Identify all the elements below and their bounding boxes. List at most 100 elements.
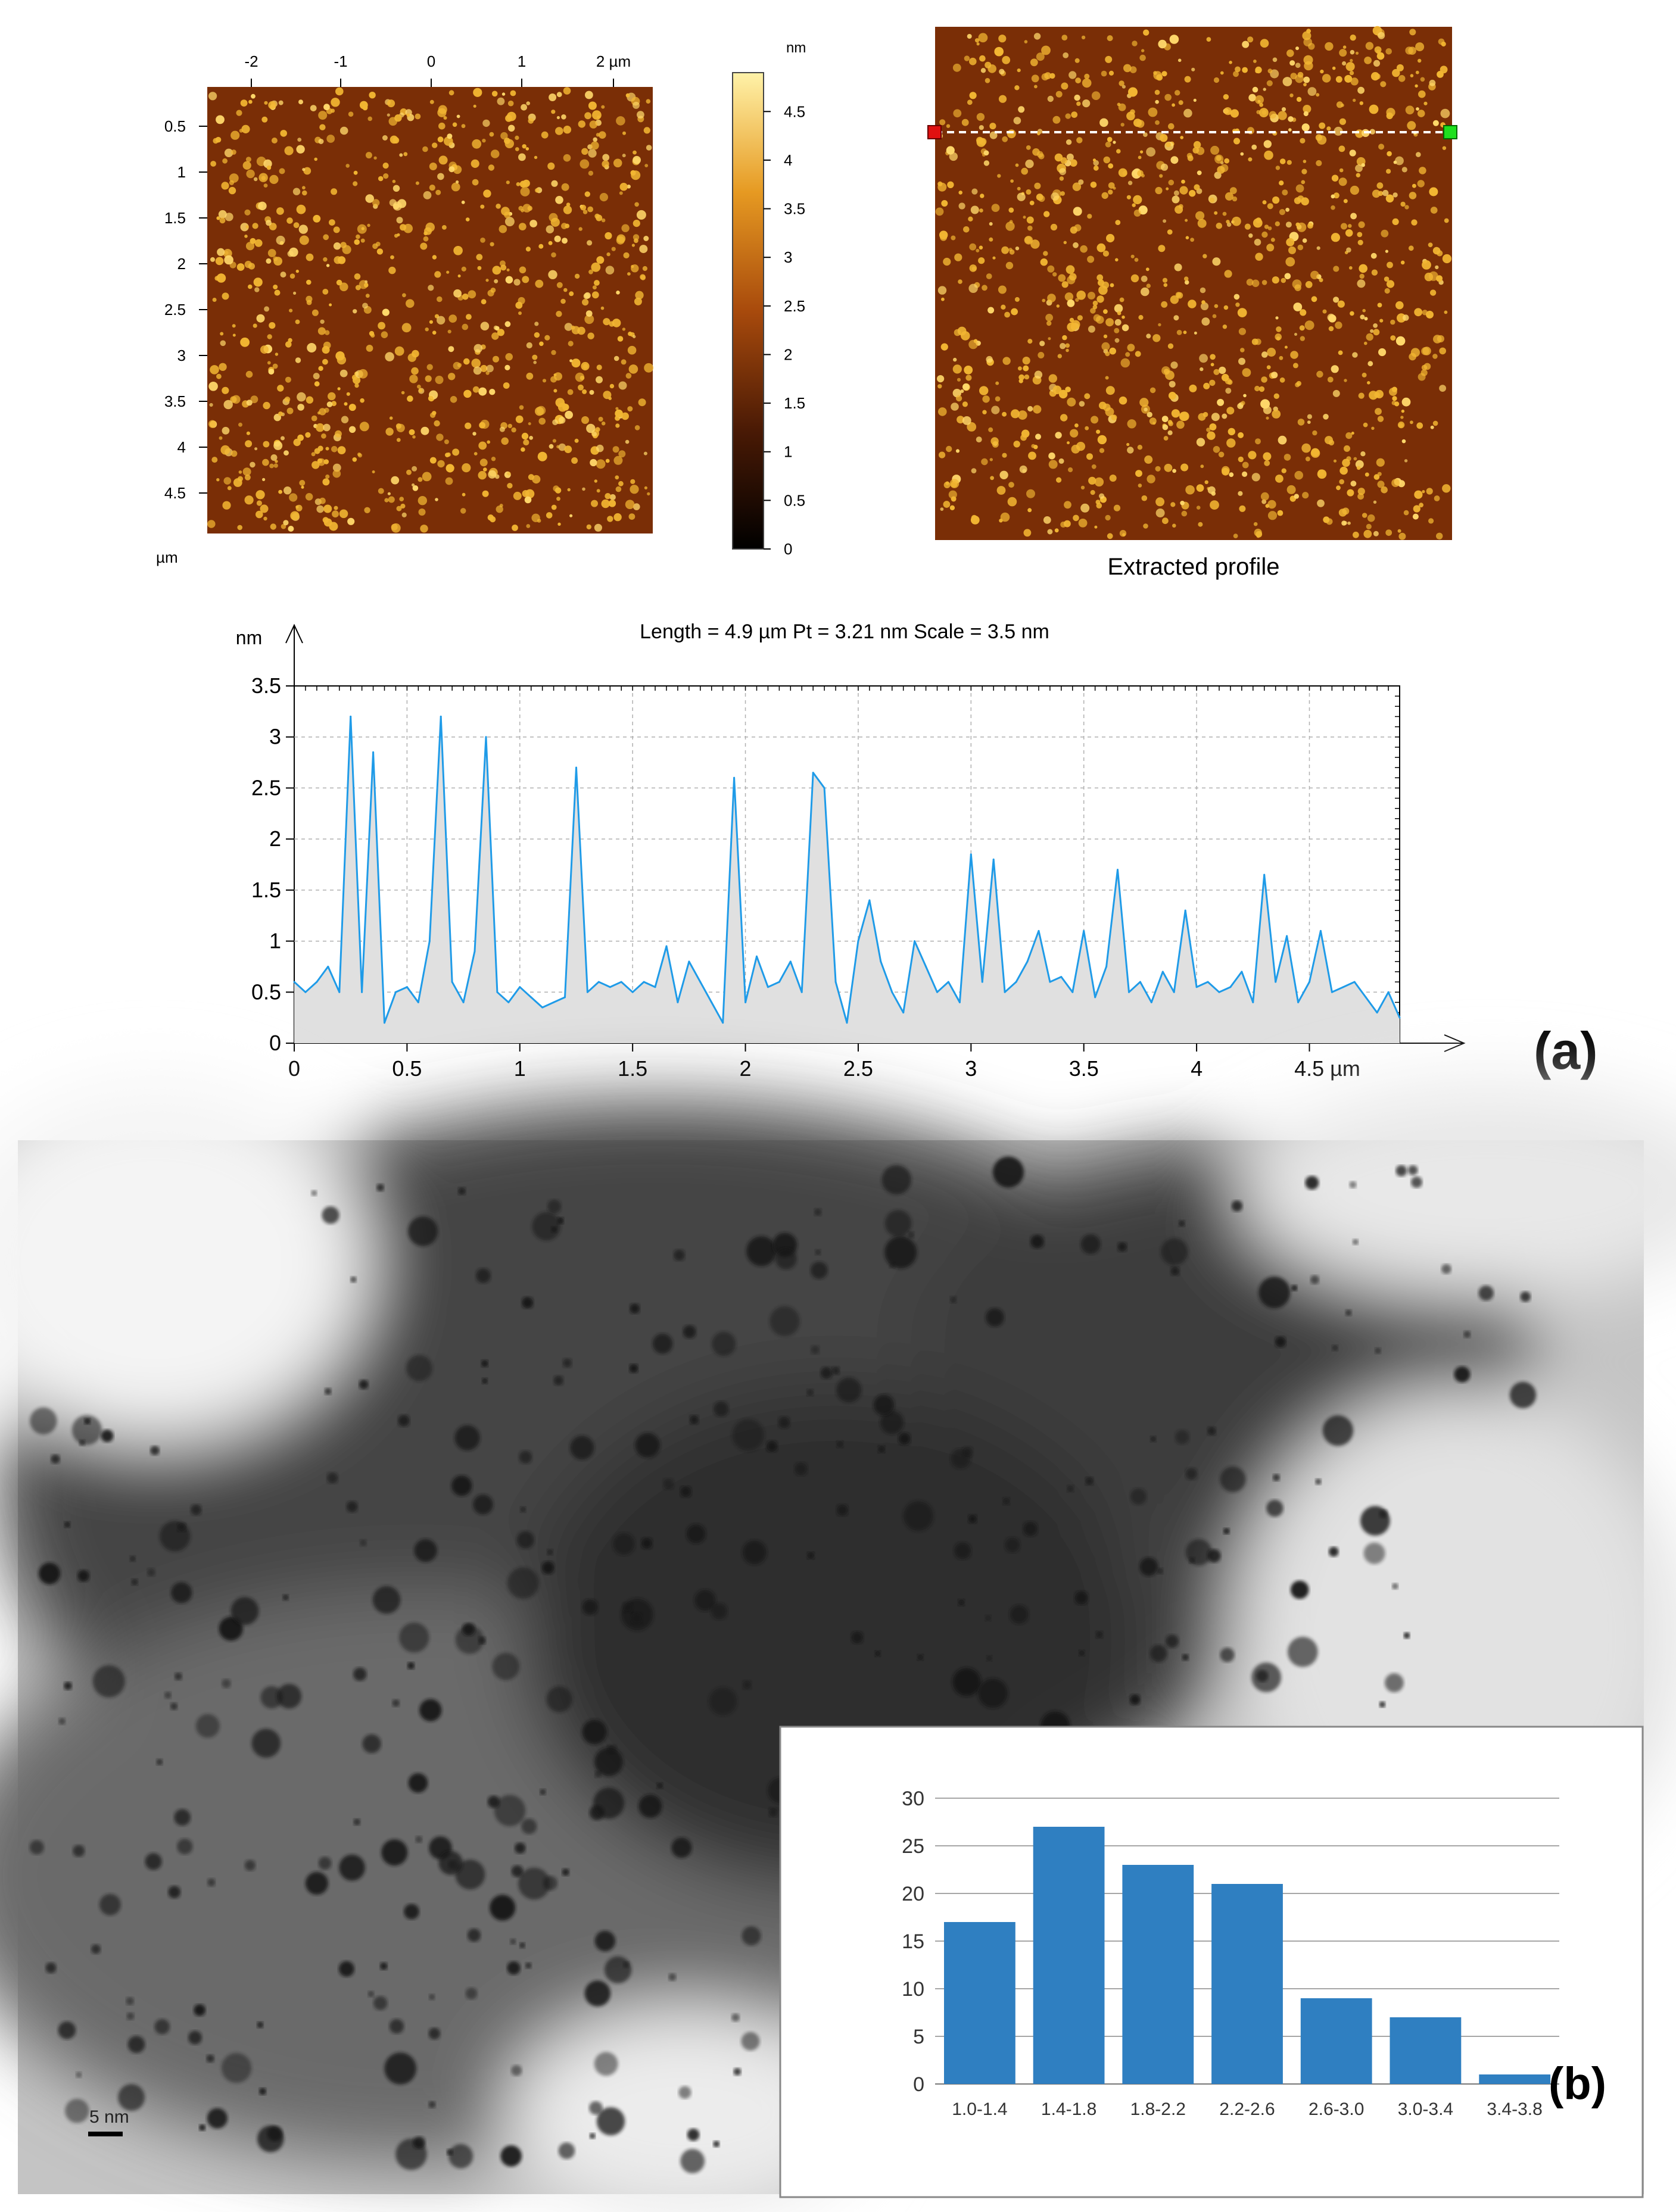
afm-particle [1139,398,1149,407]
afm-particle [1242,368,1251,377]
afm-particle [401,512,407,518]
afm-particle [549,213,558,222]
afm-particle [311,461,320,469]
afm-particle [1017,410,1027,420]
afm-particle [946,124,951,128]
tem-particle [836,1440,844,1448]
afm-particle [325,474,330,479]
tem-particle [507,1567,539,1599]
afm-particle [1204,480,1208,484]
afm-particle [347,517,355,525]
afm-particle [561,114,566,120]
afm-particle [1152,422,1156,425]
afm-particle [353,309,357,314]
profile-x-tick-label: 2 [740,1056,752,1081]
tem-particle [874,1651,881,1657]
afm-particle [1210,145,1220,155]
afm-particle [1266,365,1271,370]
tem-particle [1509,1381,1537,1408]
afm-particle [1338,350,1343,355]
tem-particle [311,1190,317,1196]
afm-particle [1400,416,1404,419]
tem-particle [1178,1220,1185,1227]
tem-particle [814,1208,822,1216]
afm-particle [1126,195,1131,199]
afm-particle [1170,361,1178,369]
afm-particle [969,264,977,272]
tem-scale-bar-label: 5 nm [89,2107,129,2127]
profile-point [316,981,318,983]
afm-particle [1002,136,1008,142]
afm-particle [1010,179,1014,183]
afm-particle [1011,308,1018,316]
afm-particle [1365,42,1374,50]
afm-particle [1407,121,1416,130]
afm-particle [437,108,447,117]
afm-particle [937,384,942,389]
afm-particle [1096,274,1104,281]
afm-particle [994,46,1004,57]
afm-particle [1428,271,1438,281]
afm-particle [1061,82,1068,90]
profile-point [361,991,363,993]
tem-particle [540,1789,546,1795]
afm-particle [425,327,429,332]
afm-particle [1418,58,1422,63]
afm-particle [1373,60,1381,67]
afm-particle [219,436,223,440]
afm-particle [1175,205,1183,214]
tem-particle [741,2032,760,2051]
tem-particle [1463,1331,1471,1338]
afm-particle [269,174,279,184]
afm-particle [317,445,323,451]
afm-particle [564,323,573,331]
afm-particle [432,330,437,335]
afm-particle [537,405,546,416]
tem-particle [1231,1200,1243,1212]
afm-particle [1075,298,1079,302]
tem-particle [683,1325,696,1339]
afm-particle [1060,191,1065,196]
afm-particle [1429,79,1436,86]
colorbar-unit: nm [786,40,806,56]
afm-particle [472,139,482,149]
afm-particle [939,451,946,458]
afm-particle [1373,329,1380,336]
afm-particle [1385,194,1394,203]
afm-particle [1198,522,1203,527]
afm-particle [1410,420,1413,425]
afm-particle [978,33,988,43]
tem-particle [126,1997,134,2005]
afm-particle [340,357,344,360]
afm-particle [1322,309,1327,314]
histogram-x-tick-label: 3.4-3.8 [1487,2099,1542,2119]
afm-particle [618,381,627,390]
tem-particle [663,1478,674,1490]
afm-particle [628,364,638,374]
afm-particle [505,114,513,122]
afm-particle [432,411,437,416]
afm-particle [245,225,249,229]
tem-particle [174,1673,182,1680]
afm-particle [444,136,453,146]
afm-particle [1222,467,1230,476]
afm-particle [1303,55,1313,65]
afm-particle [518,311,522,315]
afm-particle [1021,429,1030,438]
afm-particle [1403,314,1409,321]
afm-particle [988,427,993,432]
afm-particle [220,340,226,347]
afm-particle [505,353,513,361]
afm-particle [216,273,226,283]
afm-particle [1331,205,1335,210]
afm-particle [991,405,1000,414]
afm-particle [1002,411,1007,417]
afm-particle [1209,197,1215,203]
tem-particle [1207,1549,1221,1563]
afm-particle [1310,270,1319,280]
afm-particle [1350,185,1359,195]
afm-particle [1107,136,1113,142]
afm-particle [1426,310,1434,319]
afm-particle [943,482,951,488]
afm-particle [412,435,416,439]
